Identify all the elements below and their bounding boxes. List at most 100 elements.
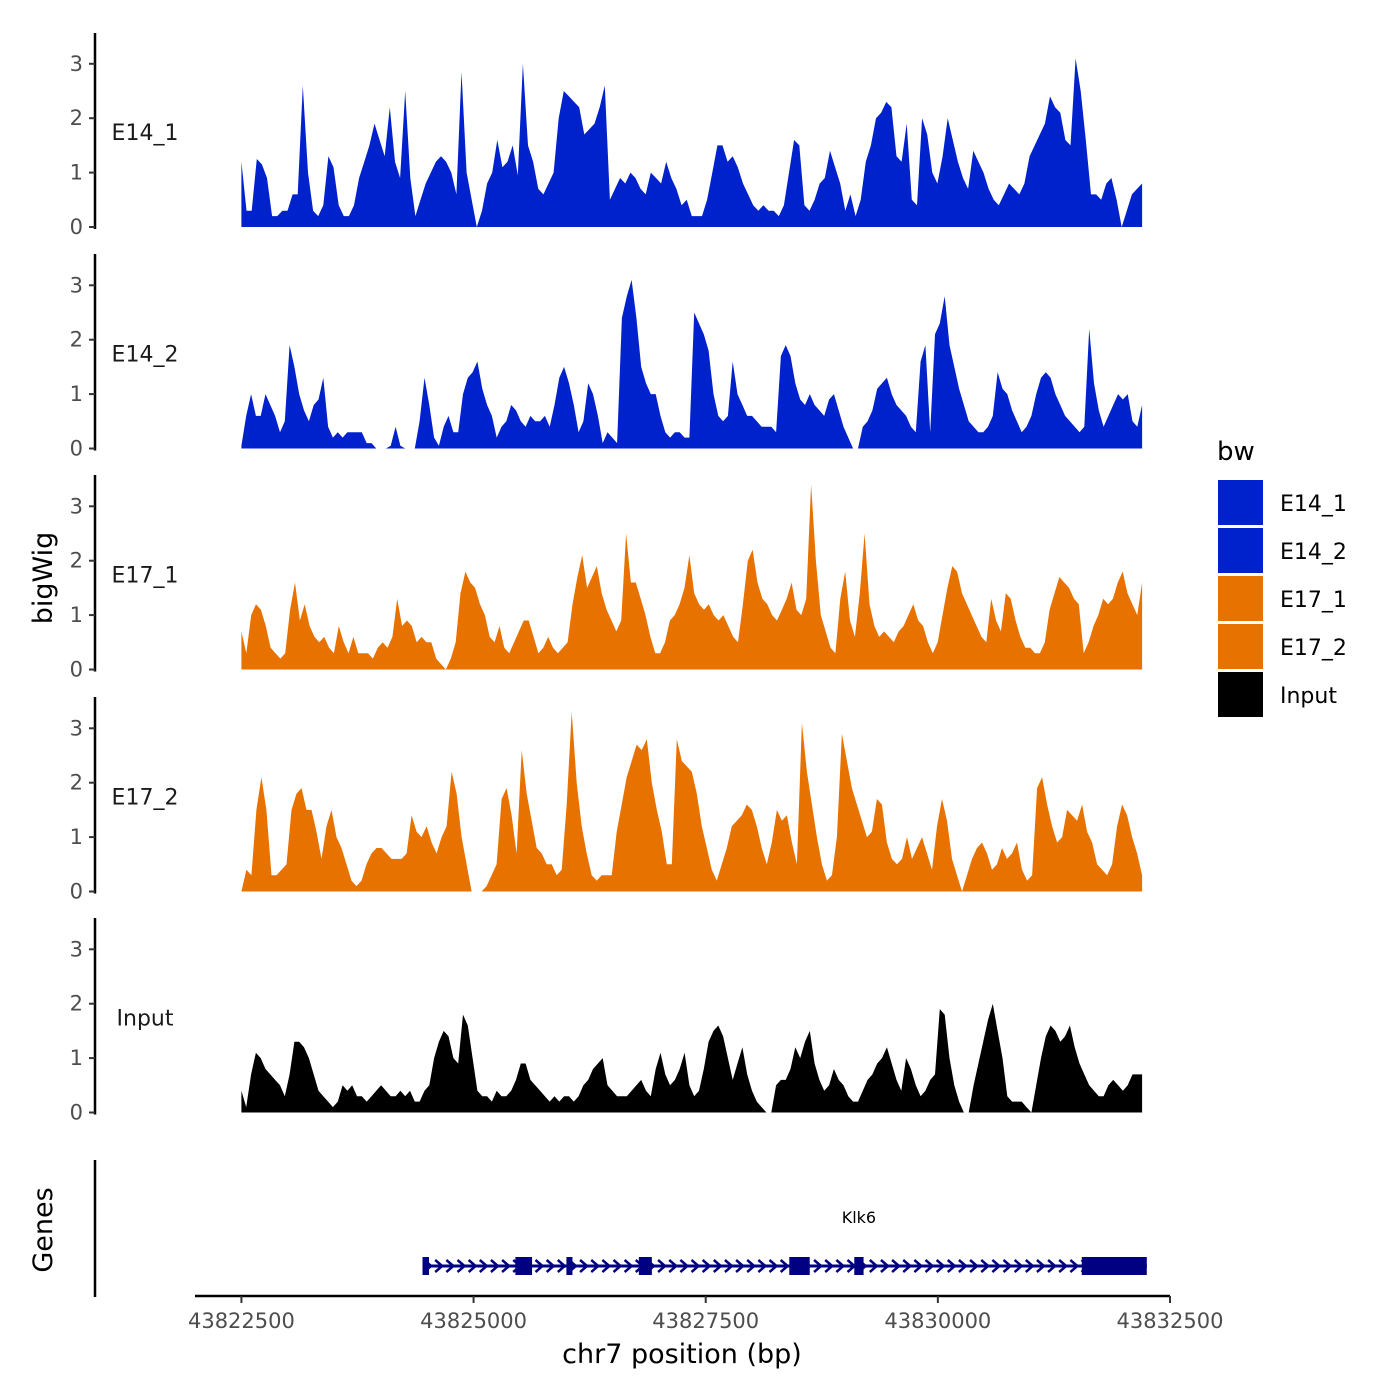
strand-arrow [1002,1259,1013,1273]
legend: bw E14_1 E14_2 E17_1 E17_2 Input [1217,437,1347,717]
strand-arrow [991,1259,1002,1273]
x-axis: 43822500 43825000 43827500 43830000 43832500 [188,1294,1224,1333]
y-tick-label: 2 [70,992,83,1016]
strand-arrow [835,1259,846,1273]
strand-arrow [724,1259,734,1273]
strand-arrow [679,1259,690,1273]
y-tick-label: 0 [70,215,83,239]
legend-label: E14_1 [1280,492,1347,517]
area-e14-2 [241,279,1143,449]
genes-panel: Klk6 [93,1160,1147,1297]
legend-item-e14-1: E14_1 [1218,480,1347,525]
strand-arrow [612,1259,623,1273]
strand-arrow [735,1259,745,1273]
strand-arrow [579,1259,589,1273]
legend-label: Input [1280,684,1337,709]
legend-item-e17-1: E17_1 [1218,576,1347,621]
y-tick-label: 2 [70,771,83,795]
y-tick-label: 3 [70,494,83,518]
y-tick-label: 0 [70,437,83,461]
strand-arrow [913,1259,924,1273]
x-tick-label: 43825000 [420,1309,527,1333]
strand-arrow [958,1259,968,1273]
legend-item-input: Input [1218,672,1337,717]
strand-arrow [590,1259,601,1273]
legend-label: E17_1 [1280,588,1347,613]
tracks-layer: 0 1 2 3 E14_1 0 1 2 3 E14_2 0 1 2 3 E17_1 0 1 2 3 E17_2 0 1 2 3… [70,33,1143,1125]
strand-arrow [757,1259,768,1273]
strand-arrow [478,1259,489,1273]
gene-name-label: Klk6 [842,1208,876,1227]
strand-arrow [690,1259,701,1273]
y-tick-label: 1 [70,825,83,849]
strand-arrow [1047,1259,1057,1273]
strand-arrow [868,1259,879,1273]
track-label: E14_2 [112,343,179,368]
strand-arrow [935,1259,946,1273]
strand-arrow [1069,1259,1080,1273]
legend-label: E17_2 [1280,636,1347,661]
x-tick-label: 43827500 [652,1309,759,1333]
x-tick-label: 43830000 [884,1309,991,1333]
legend-item-e17-2: E17_2 [1218,624,1347,669]
y-tick-label: 0 [70,658,83,682]
track-label: E14_1 [112,121,179,146]
strand-arrow [712,1259,723,1273]
y-tick-label: 2 [70,106,83,130]
legend-swatch [1218,528,1263,573]
strand-arrow [490,1259,500,1273]
strand-arrow [701,1259,712,1273]
legend-swatch [1218,576,1263,621]
track-label: E17_1 [112,564,179,589]
track-input: 0 1 2 3 Input [70,918,1143,1125]
strand-arrow [467,1259,478,1273]
legend-label: E14_2 [1280,540,1347,565]
strand-arrow [969,1259,979,1273]
strand-arrow [1058,1259,1069,1273]
track-e17-1: 0 1 2 3 E17_1 [70,475,1143,682]
track-e17-2: 0 1 2 3 E17_2 [70,697,1143,904]
x-tick-label: 43832500 [1117,1309,1224,1333]
gene-exon [638,1257,652,1275]
strand-arrow [946,1259,957,1273]
y-axis-title: bigWig [28,532,59,625]
strand-arrow [556,1259,567,1273]
y-tick-label: 2 [70,328,83,352]
strand-arrow [501,1259,511,1273]
strand-arrow [1013,1259,1024,1273]
strand-arrow [746,1259,757,1273]
track-label: Input [117,1007,174,1032]
legend-swatch [1218,672,1263,717]
y-tick-label: 2 [70,549,83,573]
track-label: E17_2 [112,786,179,811]
y-tick-label: 3 [70,716,83,740]
y-tick-label: 1 [70,161,83,185]
y-tick-label: 1 [70,603,83,627]
x-tick-label: 43822500 [188,1309,295,1333]
gene-exon [789,1257,810,1275]
x-axis-title: chr7 position (bp) [562,1339,802,1370]
genes-panel-title: Genes [28,1187,59,1272]
strand-arrow [545,1259,556,1273]
strand-arrow [980,1259,991,1273]
legend-swatch [1218,624,1263,669]
strand-arrow [445,1259,456,1273]
strand-arrow [824,1259,835,1273]
gene-exon [422,1257,429,1275]
y-tick-label: 1 [70,1046,83,1070]
area-e14-1 [241,58,1143,228]
area-e17-1 [241,484,1143,670]
strand-arrow [601,1259,612,1273]
gene-exon [515,1257,533,1275]
y-tick-label: 3 [70,937,83,961]
strand-arrow [534,1259,545,1273]
y-tick-label: 3 [70,52,83,76]
gene-exon [854,1257,864,1275]
gene-exon [566,1257,573,1275]
track-e14-2: 0 1 2 3 E14_2 [70,254,1143,461]
strand-arrow [813,1259,823,1273]
strand-arrow [456,1259,467,1273]
strand-arrow [902,1259,913,1273]
y-tick-label: 0 [70,880,83,904]
strand-arrow [880,1259,890,1273]
